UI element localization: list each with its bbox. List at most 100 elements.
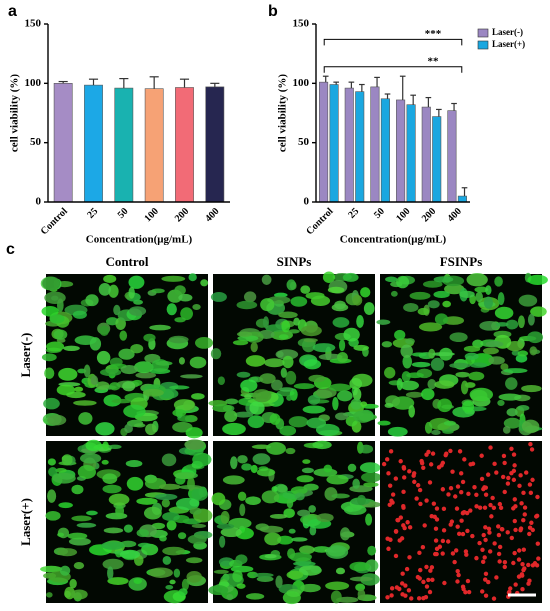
cell (434, 506, 440, 511)
cell (244, 393, 252, 400)
cell (119, 549, 141, 559)
cell (282, 591, 301, 605)
error-bar (333, 81, 340, 85)
cell (506, 475, 511, 481)
cell (494, 276, 503, 287)
cell (180, 307, 193, 321)
cell (172, 409, 187, 417)
cell (440, 551, 445, 556)
cell (503, 368, 528, 374)
cell (530, 306, 547, 317)
y-tick-label: 50 (298, 136, 310, 148)
cell (463, 549, 469, 554)
cell (123, 524, 133, 533)
cell (397, 538, 402, 543)
cell (433, 538, 439, 543)
cell (237, 455, 248, 464)
cell (349, 561, 370, 572)
cell (430, 451, 436, 456)
cell (397, 586, 402, 592)
cell (70, 589, 88, 600)
cell (216, 523, 235, 530)
cell (426, 449, 431, 455)
cell (528, 490, 534, 496)
cell (511, 560, 516, 566)
cell (73, 400, 97, 406)
cell (288, 528, 296, 534)
cell (494, 575, 499, 580)
cell (137, 542, 152, 548)
cell (448, 485, 454, 491)
cell (61, 454, 73, 466)
cell (508, 586, 513, 591)
cell (527, 274, 548, 285)
cell (521, 490, 526, 496)
cell (337, 390, 353, 402)
significance-label: ** (428, 55, 440, 67)
cell (385, 595, 390, 600)
cell (177, 415, 197, 422)
cell (519, 572, 525, 577)
cell (300, 285, 311, 294)
cell (286, 279, 297, 291)
cell (483, 577, 488, 582)
cell (466, 491, 471, 497)
cell (113, 304, 121, 316)
cell (534, 514, 539, 519)
bar (84, 84, 103, 203)
cell (445, 539, 451, 544)
cell (293, 561, 316, 567)
error-bar (322, 75, 329, 83)
bar (329, 84, 339, 203)
cell (516, 557, 522, 562)
cell (222, 475, 245, 485)
cell (463, 590, 468, 595)
cell (522, 566, 527, 571)
cell (142, 388, 164, 397)
cell (239, 503, 246, 517)
cell (481, 532, 486, 538)
cell (343, 504, 367, 516)
cell (482, 347, 499, 355)
cell (460, 510, 466, 516)
cell (440, 460, 446, 466)
cell (128, 577, 147, 591)
cell (492, 541, 497, 546)
cell (279, 425, 297, 436)
cell (423, 594, 429, 600)
cell (530, 477, 535, 483)
cell (219, 535, 226, 548)
y-tick-label: 150 (25, 18, 42, 30)
cell (427, 589, 433, 595)
cell (377, 420, 391, 426)
cell (457, 449, 463, 454)
cell (502, 460, 507, 466)
cell (78, 412, 93, 425)
cell (505, 319, 519, 330)
cell (63, 345, 80, 351)
cell (250, 464, 258, 474)
cell (330, 590, 342, 604)
cell (483, 571, 489, 576)
cell (325, 545, 349, 559)
cell (400, 571, 405, 576)
cell (308, 374, 326, 383)
cell (191, 523, 207, 529)
cell (278, 311, 298, 319)
cell (79, 453, 102, 464)
cell (264, 532, 282, 546)
cell (303, 359, 322, 370)
column-label: SINPs (277, 254, 312, 269)
cell (527, 482, 533, 487)
cell (85, 439, 102, 452)
cell (357, 494, 366, 506)
cell (107, 566, 114, 580)
cell (83, 364, 91, 378)
cell (74, 386, 84, 392)
cell (291, 537, 308, 542)
x-tick-label: 100 (143, 206, 161, 224)
cell (522, 505, 528, 510)
cell (192, 303, 201, 310)
x-tick-label: 400 (203, 206, 221, 224)
cell (367, 545, 377, 556)
